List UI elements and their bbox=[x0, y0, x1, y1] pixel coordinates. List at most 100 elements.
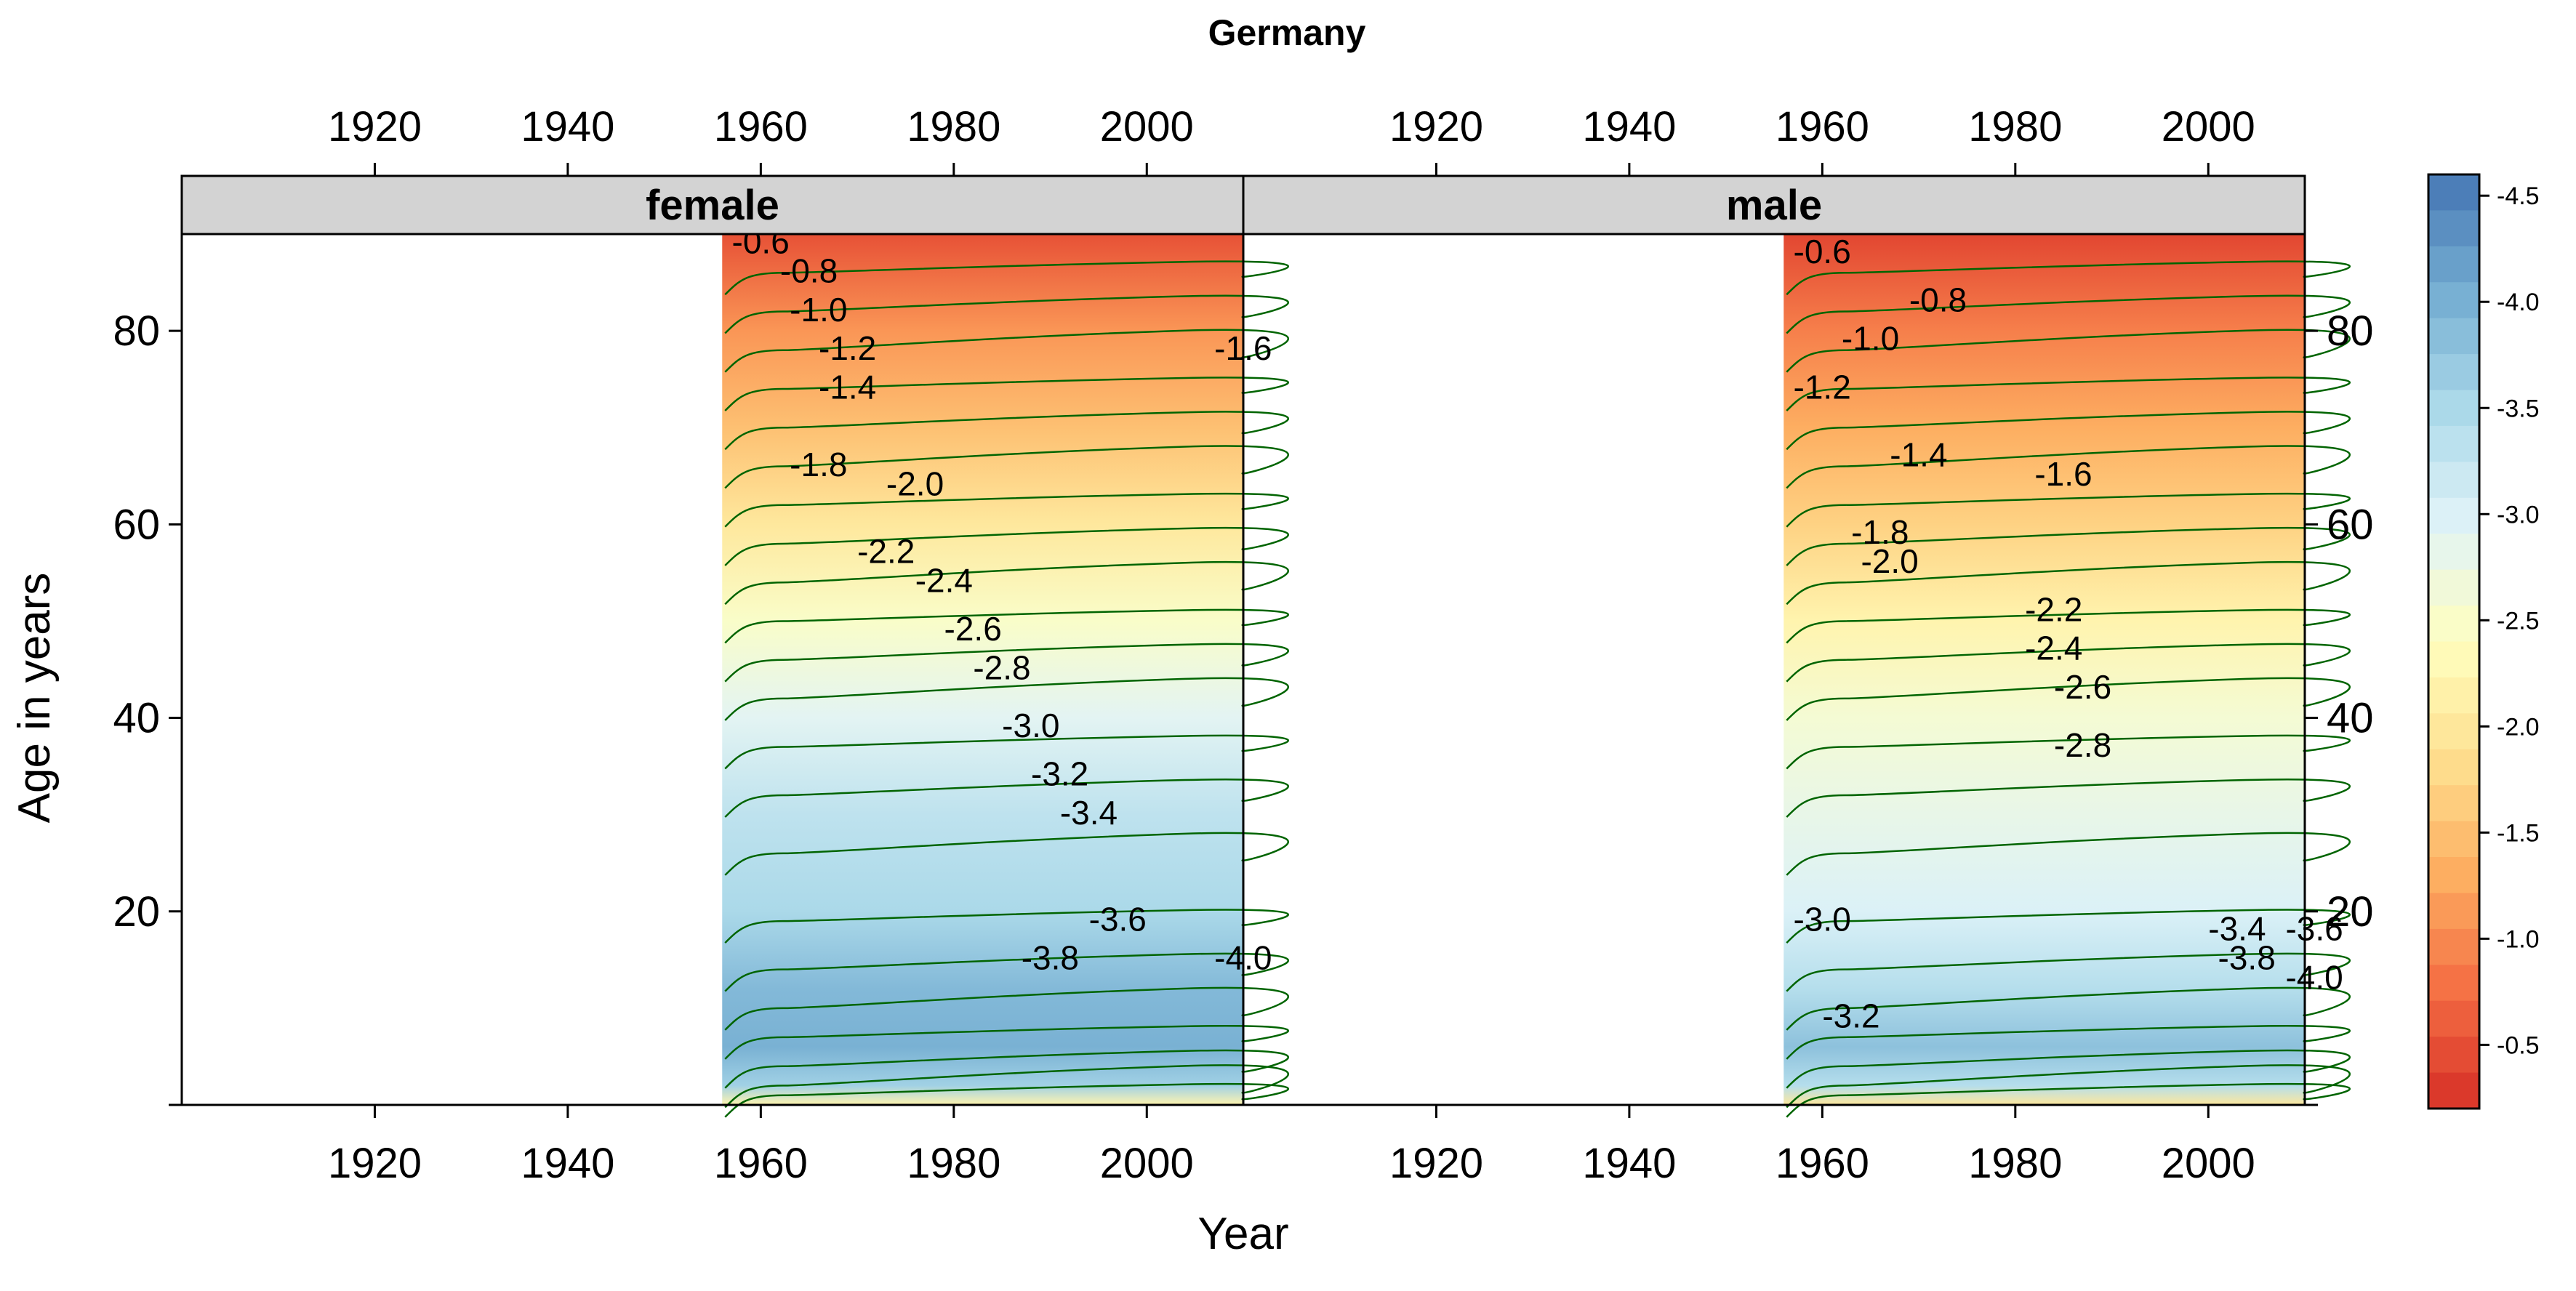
colorbar-swatch bbox=[2428, 462, 2479, 499]
contour-line bbox=[1786, 832, 2351, 876]
y-axes: 20 20 40 40 60 60 80 80 bbox=[113, 307, 2374, 1106]
colorbar-swatch bbox=[2428, 497, 2479, 534]
contour-line bbox=[1786, 411, 2351, 451]
contour-label: -3.2 bbox=[1822, 997, 1879, 1035]
colorbar-tick-label: -1.5 bbox=[2497, 819, 2540, 847]
colorbar-swatch bbox=[2428, 893, 2479, 930]
strip-label-male: male bbox=[1726, 182, 1822, 229]
colorbar-swatch bbox=[2428, 354, 2479, 391]
colorbar-swatch bbox=[2428, 857, 2479, 894]
x-tick-label-top: 1980 bbox=[1968, 103, 2062, 150]
panels-layer: -0.6-0.8-1.0-1.2-1.4-1.6-1.8-2.0-2.2-2.4… bbox=[113, 103, 2373, 1187]
contour-line bbox=[1786, 909, 2351, 944]
contour-label: -3.6 bbox=[2285, 910, 2343, 948]
x-tick-label-top: 1940 bbox=[1582, 103, 1676, 150]
contour-lines bbox=[1786, 260, 2351, 1118]
contour-line bbox=[1786, 1082, 2351, 1118]
contour-line bbox=[724, 377, 1290, 411]
colorbar-tick-label: -0.5 bbox=[2497, 1031, 2540, 1059]
contour-line bbox=[1786, 329, 2351, 373]
contour-line bbox=[724, 909, 1290, 944]
contour-line bbox=[724, 677, 1290, 721]
contour-label: -3.8 bbox=[2218, 939, 2276, 977]
y-tick-label-left: 60 bbox=[113, 501, 160, 548]
contour-label: -1.6 bbox=[2034, 455, 2092, 493]
colorbar-swatch bbox=[2428, 1037, 2479, 1074]
contour-line bbox=[1786, 560, 2351, 606]
x-tick-label-top: 2000 bbox=[1100, 103, 1194, 150]
colorbar-tick-label: -2.5 bbox=[2497, 607, 2540, 635]
x-tick-label-bottom: 2000 bbox=[1100, 1140, 1194, 1187]
strip-male bbox=[1242, 174, 2306, 236]
contour-line bbox=[1786, 1025, 2351, 1060]
contour-label: -2.4 bbox=[2025, 630, 2082, 667]
contour-label: -1.2 bbox=[819, 329, 876, 367]
contour-line bbox=[724, 329, 1290, 373]
contour-line bbox=[1786, 1064, 2351, 1109]
contour-line bbox=[724, 986, 1290, 1031]
contour-line bbox=[1786, 734, 2351, 770]
contour-label: -4.0 bbox=[2285, 958, 2343, 996]
colorbar-swatch bbox=[2428, 318, 2479, 355]
colorbar-swatch bbox=[2428, 246, 2479, 283]
contour-label: -1.4 bbox=[1890, 435, 1947, 473]
colorbar-swatch bbox=[2428, 928, 2479, 965]
colorbar-swatch bbox=[2428, 174, 2479, 212]
x-tick-label-top: 2000 bbox=[2162, 103, 2255, 150]
x-tick-label-top: 1960 bbox=[714, 103, 808, 150]
colorbar-swatch bbox=[2428, 1072, 2479, 1109]
contour-line bbox=[1786, 260, 2351, 296]
contour-label: -1.0 bbox=[1842, 320, 1899, 358]
x-tick-label-top: 1920 bbox=[1389, 103, 1483, 150]
x-tick-label-bottom: 1920 bbox=[1389, 1140, 1483, 1187]
contour-line bbox=[1786, 677, 2351, 721]
chart-title: Germany bbox=[1208, 12, 1366, 53]
contour-label: -2.6 bbox=[944, 610, 1002, 648]
contour-line bbox=[724, 260, 1290, 296]
contour-line bbox=[1786, 779, 2351, 818]
contour-line bbox=[724, 294, 1290, 334]
colorbar-tick-label: -4.0 bbox=[2497, 289, 2540, 316]
x-tick-label-top: 1940 bbox=[521, 103, 614, 150]
colorbar-swatch bbox=[2428, 606, 2479, 643]
colorbar-swatch bbox=[2428, 569, 2479, 606]
x-tick-label-bottom: 1920 bbox=[328, 1140, 422, 1187]
colorbar-tick-label: -3.0 bbox=[2497, 501, 2540, 528]
y-tick-label-left: 80 bbox=[113, 307, 160, 355]
colorbar-swatch bbox=[2428, 534, 2479, 571]
x-tick-label-bottom: 2000 bbox=[2162, 1140, 2255, 1187]
contour-label: -0.6 bbox=[1794, 233, 1851, 270]
contour-label: -1.8 bbox=[1851, 513, 1909, 551]
colorbar-swatch bbox=[2428, 713, 2479, 750]
contour-label: -2.4 bbox=[915, 562, 973, 600]
strip-label-female: female bbox=[646, 182, 779, 229]
contour-line bbox=[724, 734, 1290, 770]
contour-label: -2.2 bbox=[2025, 590, 2082, 628]
y-tick-label-left: 20 bbox=[113, 888, 160, 936]
y-tick-label-right: 20 bbox=[2327, 888, 2374, 936]
x-tick-label-bottom: 1940 bbox=[521, 1140, 614, 1187]
colorbar-swatch bbox=[2428, 425, 2479, 462]
contour-label: -3.4 bbox=[2208, 910, 2266, 948]
x-tick-label-bottom: 1980 bbox=[907, 1140, 1000, 1187]
colorbar-swatch bbox=[2428, 210, 2479, 247]
contour-line bbox=[724, 1049, 1290, 1089]
colorbar-tick-label: -1.0 bbox=[2497, 925, 2540, 953]
x-tick-label-top: 1980 bbox=[907, 103, 1000, 150]
colorbar-tick-label: -2.0 bbox=[2497, 713, 2540, 741]
contour-line bbox=[1786, 445, 2351, 489]
contour-label: -1.4 bbox=[819, 368, 876, 406]
contour-label: -0.8 bbox=[780, 252, 838, 290]
y-tick-label-left: 40 bbox=[113, 695, 160, 742]
strip-female bbox=[180, 174, 1245, 236]
colorbar-swatch bbox=[2428, 282, 2479, 319]
colorbar-swatch bbox=[2428, 677, 2479, 714]
contour-label: -2.0 bbox=[1861, 542, 1918, 580]
x-tick-label-top: 1920 bbox=[328, 103, 422, 150]
contour-label: -3.8 bbox=[1022, 939, 1079, 977]
x-tick-label-bottom: 1960 bbox=[714, 1140, 808, 1187]
colorbar-swatch bbox=[2428, 821, 2479, 858]
contour-label: -1.8 bbox=[790, 446, 847, 483]
contour-label: -1.0 bbox=[790, 291, 847, 329]
contour-label: -3.4 bbox=[1060, 794, 1118, 832]
